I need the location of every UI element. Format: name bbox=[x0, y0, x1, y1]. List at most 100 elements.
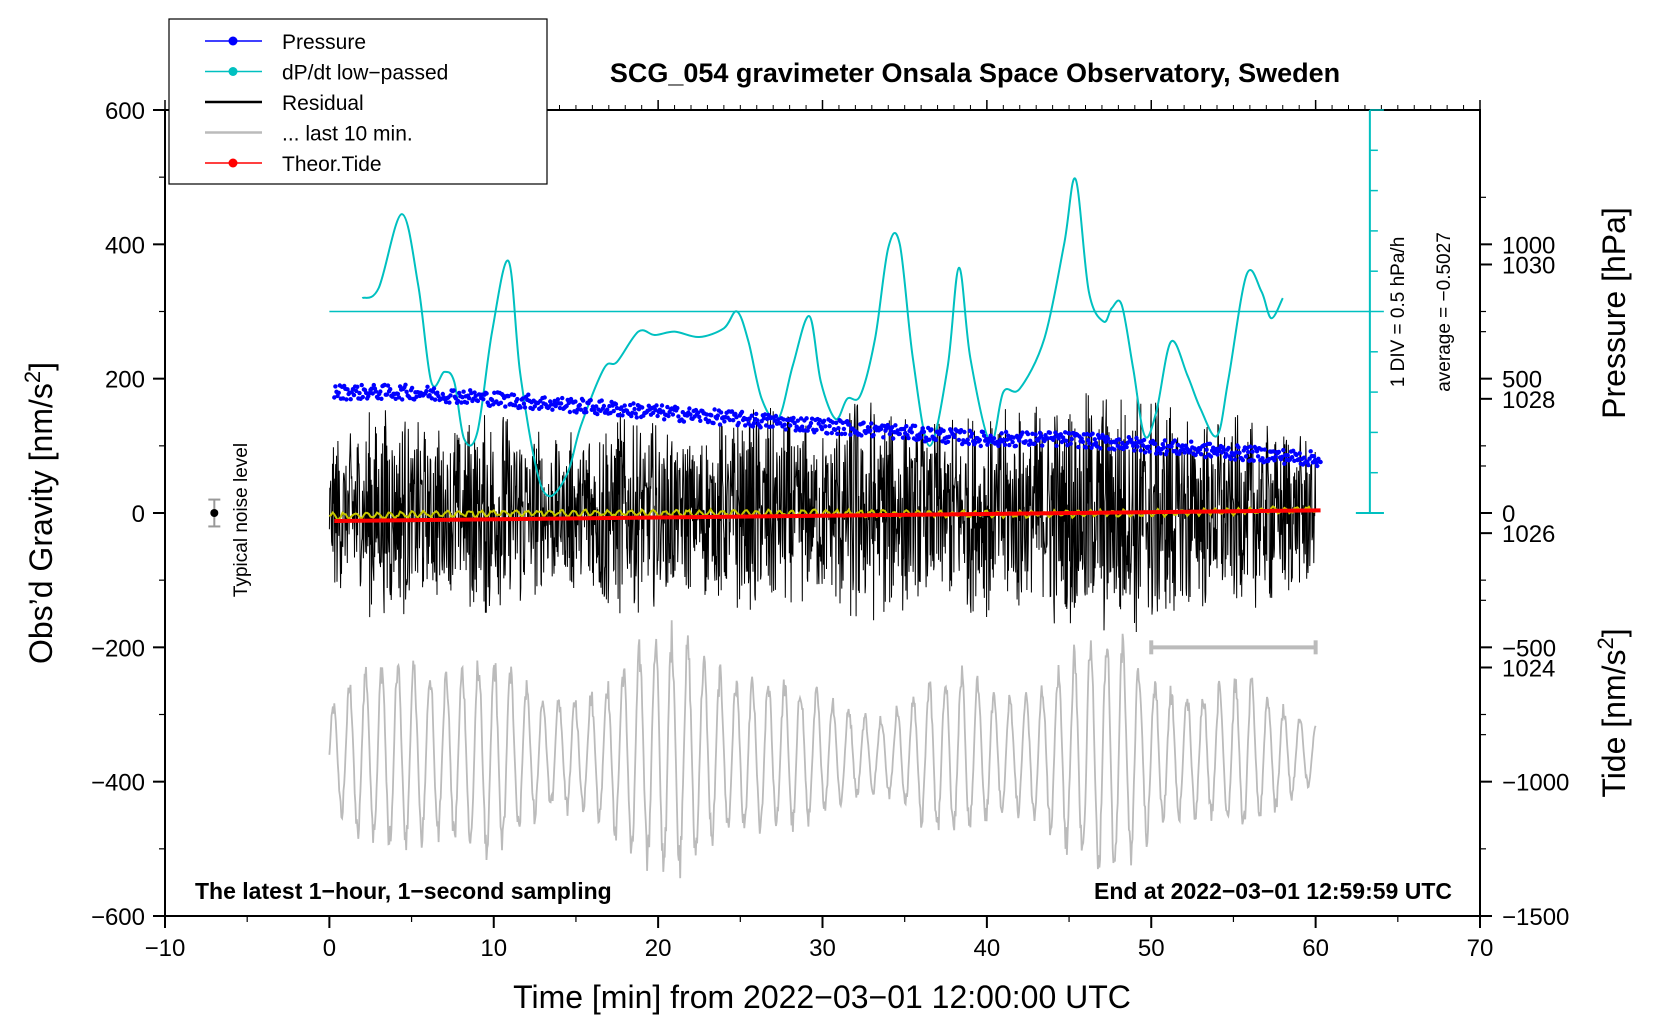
pressure-point bbox=[1013, 443, 1019, 449]
pressure-point bbox=[578, 407, 584, 412]
pressure-point bbox=[359, 382, 364, 388]
pressure-point bbox=[620, 413, 625, 418]
pressure-point bbox=[842, 431, 848, 436]
pressure-point bbox=[595, 411, 600, 417]
pressure-point bbox=[819, 426, 825, 432]
pressure-point bbox=[1262, 447, 1267, 452]
pressure-point bbox=[891, 436, 896, 441]
pressure-point bbox=[1025, 431, 1031, 437]
pressure-point bbox=[539, 404, 544, 410]
pressure-point bbox=[848, 432, 853, 437]
pressure-point bbox=[1154, 451, 1159, 456]
pressure-point bbox=[498, 400, 504, 405]
pressure-point bbox=[608, 410, 613, 416]
pressure-point bbox=[827, 423, 832, 429]
pressure-point bbox=[1087, 441, 1092, 446]
noise-level-label: Typical noise level bbox=[231, 443, 252, 597]
pressure-point bbox=[825, 431, 830, 436]
pressure-point bbox=[1007, 442, 1012, 448]
pressure-point bbox=[489, 397, 495, 403]
pressure-point bbox=[1280, 454, 1285, 459]
pressure-point bbox=[640, 405, 645, 410]
pressure-point bbox=[1004, 437, 1010, 442]
pressure-point bbox=[839, 431, 844, 437]
pressure-point bbox=[432, 397, 438, 402]
pressure-tick-label: 1026 bbox=[1502, 521, 1555, 548]
x-tick-label: 10 bbox=[480, 935, 507, 962]
pressure-point bbox=[373, 389, 379, 394]
pressure-point bbox=[918, 435, 923, 440]
pressure-point bbox=[1112, 447, 1117, 452]
x-tick-label: 40 bbox=[974, 935, 1001, 962]
pressure-point bbox=[1068, 441, 1073, 446]
pressure-point bbox=[688, 412, 693, 417]
pressure-point bbox=[1043, 433, 1048, 438]
pressure-point bbox=[906, 435, 911, 441]
pressure-point bbox=[567, 409, 573, 415]
pressure-point bbox=[633, 411, 638, 416]
pressure-point bbox=[1276, 449, 1282, 455]
pressure-point bbox=[555, 397, 561, 402]
pressure-point bbox=[868, 428, 873, 433]
pressure-axis: 1030 1028 1026 1024 bbox=[1480, 196, 1555, 736]
pressure-point bbox=[1065, 443, 1070, 448]
pressure-point bbox=[431, 386, 437, 391]
pressure-point bbox=[459, 400, 464, 405]
pressure-point bbox=[711, 420, 716, 426]
pressure-point bbox=[1314, 460, 1319, 465]
pressure-point bbox=[395, 391, 401, 397]
pressure-point bbox=[743, 423, 748, 428]
legend: Pressure dP/dt low−passed Residual ... last… bbox=[168, 18, 548, 185]
pressure-point bbox=[739, 409, 745, 415]
pressure-point bbox=[512, 403, 518, 408]
pressure-point bbox=[1098, 446, 1103, 451]
pressure-point bbox=[706, 418, 712, 423]
pressure-point bbox=[704, 412, 710, 417]
pressure-point bbox=[1064, 438, 1069, 443]
pressure-point bbox=[1081, 432, 1087, 437]
pressure-point bbox=[1244, 445, 1250, 451]
pressure-point bbox=[734, 415, 739, 420]
pressure-point bbox=[336, 390, 341, 395]
pressure-point bbox=[1236, 445, 1241, 450]
pressure-point bbox=[371, 382, 376, 388]
pressure-point bbox=[1080, 439, 1086, 444]
tide-tick-label: −500 bbox=[1502, 635, 1556, 662]
pressure-tick-label: 1030 bbox=[1502, 252, 1555, 279]
pressure-point bbox=[414, 394, 419, 399]
pressure-point bbox=[1272, 458, 1277, 463]
pressure-point bbox=[580, 398, 586, 403]
pressure-point bbox=[1308, 449, 1313, 454]
pressure-point bbox=[1032, 441, 1037, 447]
pressure-point bbox=[1094, 444, 1100, 449]
pressure-point bbox=[1011, 435, 1016, 440]
pressure-point bbox=[1318, 459, 1323, 465]
legend-marker bbox=[228, 158, 238, 168]
y-axis-left-title-sup: 2 bbox=[20, 371, 45, 383]
pressure-point bbox=[897, 431, 902, 437]
pressure-tick-label: 1024 bbox=[1502, 655, 1555, 682]
pressure-point bbox=[886, 425, 891, 430]
pressure-point bbox=[887, 431, 893, 437]
pressure-point bbox=[573, 399, 578, 404]
pressure-point bbox=[1132, 448, 1137, 453]
pressure-point bbox=[1232, 457, 1238, 462]
pressure-point bbox=[1040, 443, 1045, 448]
pressure-point bbox=[1023, 439, 1028, 444]
pressure-point bbox=[403, 382, 408, 387]
y-left-tick-label: −600 bbox=[91, 904, 145, 931]
pressure-point bbox=[1146, 444, 1151, 449]
pressure-point bbox=[1294, 452, 1299, 458]
pressure-point bbox=[357, 390, 362, 396]
legend-marker bbox=[228, 67, 238, 76]
pressure-point bbox=[1255, 454, 1261, 459]
pressure-point bbox=[550, 407, 555, 412]
pressure-point bbox=[1226, 445, 1231, 451]
pressure-point bbox=[367, 391, 372, 396]
pressure-point bbox=[1260, 456, 1265, 461]
pressure-point bbox=[978, 443, 983, 449]
pressure-point bbox=[630, 410, 635, 415]
pressure-point bbox=[614, 405, 620, 411]
pressure-point bbox=[481, 397, 486, 402]
pressure-point bbox=[792, 420, 797, 426]
